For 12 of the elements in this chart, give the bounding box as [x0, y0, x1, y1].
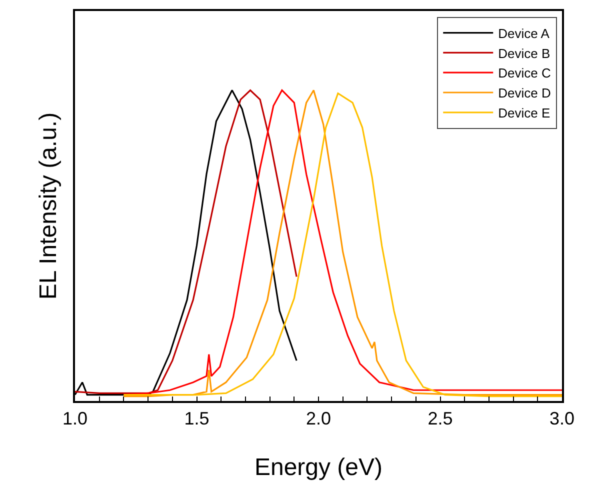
legend-label: Device C	[498, 66, 551, 81]
legend-label: Device D	[498, 86, 551, 101]
x-tick-label: 3.0	[549, 408, 575, 428]
x-tick-label: 2.0	[306, 408, 332, 428]
x-tick-label: 1.0	[62, 408, 88, 428]
x-tick-label: 2.5	[428, 408, 453, 428]
x-tick-label: 1.5	[184, 408, 210, 428]
legend-label: Device E	[498, 105, 550, 120]
x-axis-title: Energy (eV)	[254, 454, 383, 481]
legend-label: Device B	[498, 46, 550, 61]
legend-label: Device A	[498, 26, 550, 41]
y-axis-title: EL Intensity (a.u.)	[34, 112, 62, 300]
